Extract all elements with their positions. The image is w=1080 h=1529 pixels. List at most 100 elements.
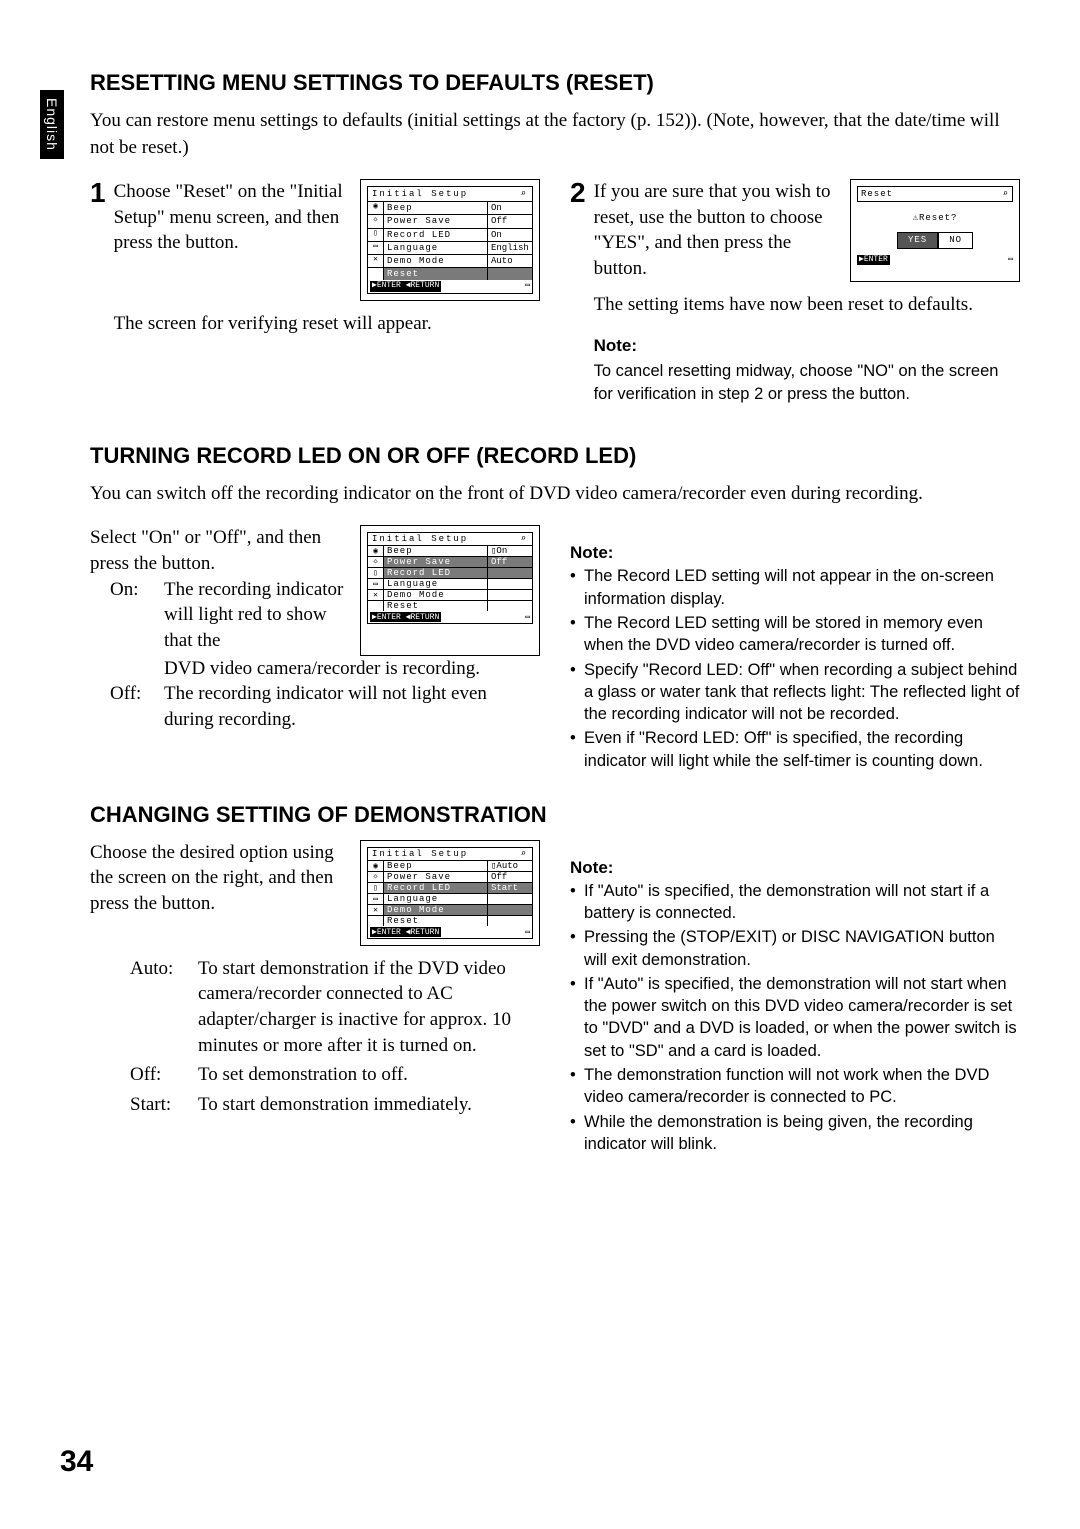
menu-row-label: Demo Mode [384,905,488,915]
menu-row: ☼Power SaveOff [368,215,532,228]
start-description: To start demonstration immediately. [198,1092,540,1118]
start-label: Start: [130,1092,188,1118]
off-label: Off: [130,1062,188,1088]
menu-footer-left: ▶ENTER ◀RETURN [370,927,441,937]
menu-row-label: Language [384,579,488,589]
menu-footer-right: ▭ [525,612,530,622]
menu-row-value: ▯Auto [488,861,532,871]
section-demonstration: CHANGING SETTING OF DEMONSTRATION Choose… [90,802,1020,1157]
menu-row-icon: ▭ [368,579,384,589]
camera-icon: ⌕ [1003,188,1009,200]
menu-row-value: On [488,202,532,214]
menu-row-icon: ✕ [368,590,384,600]
note-list-demo: If "Auto" is specified, the demonstratio… [570,880,1020,1155]
menu-title: Initial Setup [372,849,468,859]
menu-row: ☼Power SaveOff [368,557,532,568]
menu-row-value: Off [488,215,532,227]
menu-row: ▭Language [368,579,532,590]
menu-footer-left: ▶ENTER ◀RETURN [370,281,441,292]
menu-row: ☼Power SaveOff [368,872,532,883]
menu-row-label: Demo Mode [384,590,488,600]
menu-row-icon: ▭ [368,242,384,254]
heading-reset: RESETTING MENU SETTINGS TO DEFAULTS (RES… [90,70,1020,96]
menu-row: Reset [368,268,532,280]
intro-record-led: You can switch off the recording indicat… [90,481,1020,508]
menu-row-label: Beep [384,861,488,871]
menu-row-value: ▯On [488,546,532,556]
reset-yes-button: YES [897,232,938,248]
menu-row-label: Power Save [384,215,488,227]
camera-icon: ⌕ [521,188,528,200]
section-record-led: TURNING RECORD LED ON OR OFF (RECORD LED… [90,443,1020,774]
menu-row-label: Reset [384,601,488,611]
menu-row-value [488,268,532,280]
menu-row-value [488,894,532,904]
menu-row-value [488,916,532,926]
step1-text: Choose "Reset" on the "Initial Setup" me… [114,179,350,301]
menu-footer-right: ▭ [525,281,530,292]
section-reset: RESETTING MENU SETTINGS TO DEFAULTS (RES… [90,70,1020,415]
heading-record-led: TURNING RECORD LED ON OR OFF (RECORD LED… [90,443,1020,469]
menu-row-icon: ▯ [368,568,384,578]
menu-row: ◉Beep▯On [368,546,532,557]
select-instruction: Select "On" or "Off", and then press the… [90,525,350,576]
auto-description: To start demonstration if the DVD video … [198,956,540,1059]
note-item: The Record LED setting will be stored in… [570,612,1020,657]
menu-row: Reset [368,601,532,611]
reset-footer-right: ▭ [1008,255,1013,266]
off-description: The recording indicator will not light e… [164,681,540,732]
auto-label: Auto: [130,956,188,1059]
menu-row-value: Auto [488,255,532,267]
menu-row-value [488,905,532,915]
menu-title: Initial Setup [372,188,468,200]
note-item: If "Auto" is specified, the demonstratio… [570,880,1020,925]
menu-row: Reset [368,916,532,926]
menu-footer-right: ▭ [525,927,530,937]
menu-row-label: Record LED [384,883,488,893]
menu-row-value [488,568,532,578]
menu-row-icon: ◉ [368,861,384,871]
step1-after: The screen for verifying reset will appe… [114,311,540,337]
note-item: If "Auto" is specified, the demonstratio… [570,973,1020,1062]
menu-row-icon: ▭ [368,894,384,904]
menu-footer-left: ▶ENTER ◀RETURN [370,612,441,622]
note-item: Specify "Record LED: Off" when recording… [570,659,1020,726]
reset-footer-left: ▶ENTER [857,255,890,266]
menu-row-icon: ✕ [368,255,384,267]
menu-row: ◉Beep▯Auto [368,861,532,872]
menu-row-label: Record LED [384,568,488,578]
language-tab: English [40,90,64,159]
demo-instruction: Choose the desired option using the scre… [90,840,350,946]
note-item: Pressing the (STOP/EXIT) or DISC NAVIGAT… [570,926,1020,971]
menu-row-icon: ▯ [368,229,384,241]
menu-row-value [488,590,532,600]
menu-row-value: English [488,242,532,254]
off-description: To set demonstration to off. [198,1062,540,1088]
menu-row-value: Start [488,883,532,893]
menu-row-value: Off [488,557,532,567]
on-description-cont: DVD video camera/recorder is recording. [110,656,540,682]
menu-row-label: Beep [384,202,488,214]
menu-screenshot-record-led: Initial Setup⌕ ◉Beep▯On☼Power SaveOff▯Re… [360,525,540,655]
menu-screenshot-initial-setup: Initial Setup⌕ ◉BeepOn☼Power SaveOff▯Rec… [360,179,540,301]
page-number: 34 [60,1445,93,1479]
menu-row-icon: ☼ [368,557,384,567]
step-number-2: 2 [570,179,586,405]
camera-icon: ⌕ [521,534,528,544]
menu-title: Initial Setup [372,534,468,544]
reset-title: Reset [861,188,893,200]
note-list-record-led: The Record LED setting will not appear i… [570,565,1020,771]
menu-row-value [488,579,532,589]
menu-row-value: On [488,229,532,241]
menu-row: ✕Demo Mode [368,590,532,601]
off-label: Off: [110,681,158,732]
menu-row-label: Reset [384,268,488,280]
menu-row-label: Language [384,242,488,254]
reset-dialog-screenshot: Reset⌕ ⚠Reset? YES NO ▶ENTER▭ [850,179,1020,282]
menu-row-icon: ▯ [368,883,384,893]
menu-row-icon [368,268,384,280]
camera-icon: ⌕ [521,849,528,859]
menu-row-icon: ◉ [368,546,384,556]
on-label: On: [110,577,158,654]
menu-row-label: Language [384,894,488,904]
